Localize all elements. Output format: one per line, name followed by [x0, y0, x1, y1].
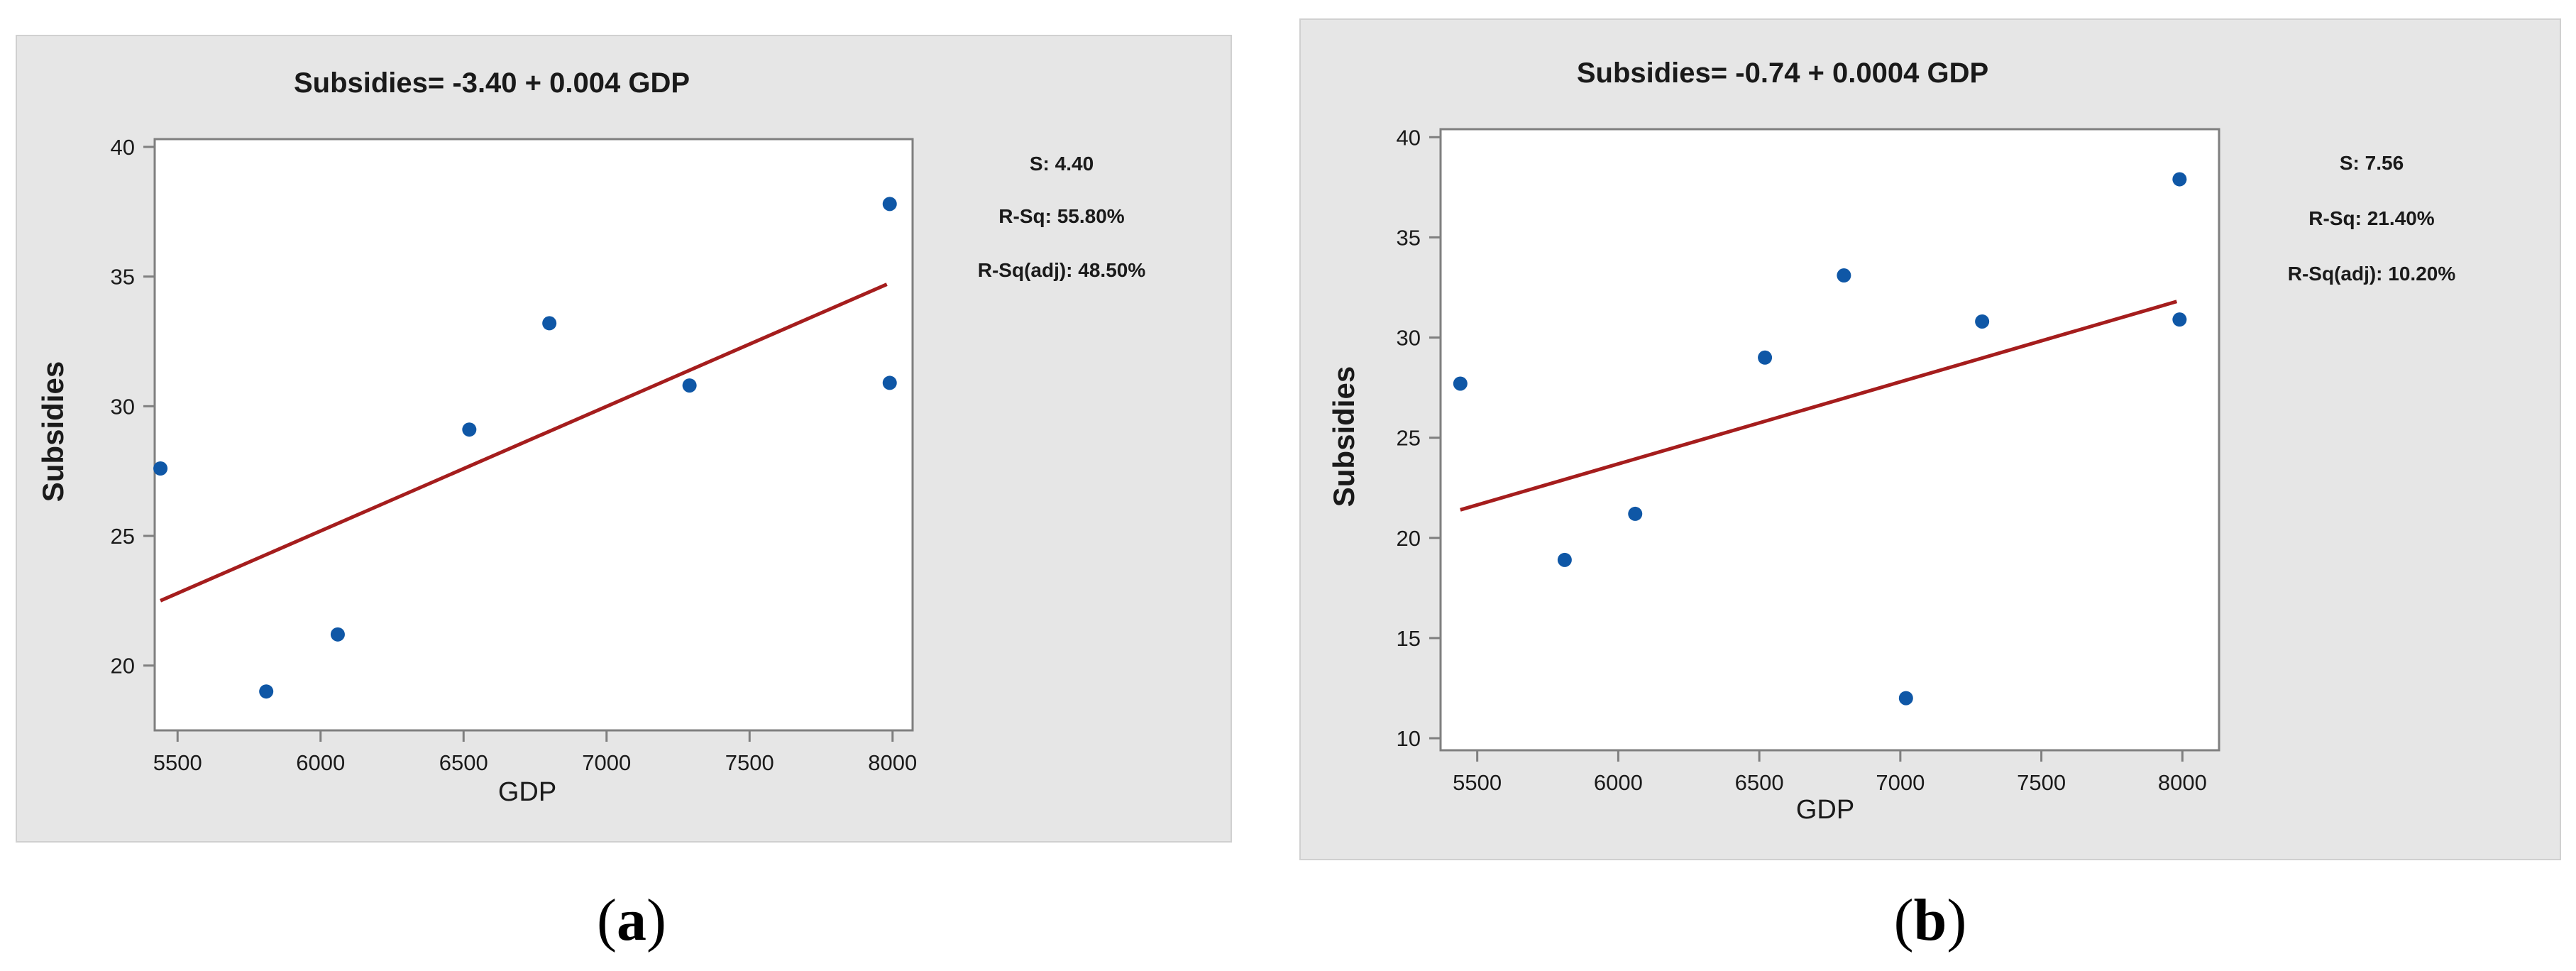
- data-point: [1975, 314, 1990, 329]
- data-point: [2172, 312, 2187, 327]
- x-tick-label: 6500: [439, 750, 488, 775]
- caption-b: (b): [1824, 886, 2037, 955]
- stat-label: R-Sq(adj): 10.20%: [2288, 263, 2456, 285]
- data-point: [1628, 506, 1643, 521]
- x-axis-label: GDP: [1796, 795, 1854, 825]
- y-tick-label: 10: [1397, 726, 1421, 751]
- y-tick-label: 25: [111, 524, 135, 549]
- x-tick-label: 6000: [1594, 770, 1643, 795]
- y-tick-label: 30: [111, 394, 135, 419]
- fit-line: [160, 282, 888, 603]
- plot-area: [153, 138, 914, 732]
- y-tick-label: 25: [1397, 426, 1421, 451]
- y-tick-label: 15: [1397, 626, 1421, 651]
- stat-label: S: 7.56: [2340, 152, 2404, 174]
- data-point: [1837, 268, 1851, 283]
- y-tick-label: 30: [1397, 326, 1421, 351]
- stat-label: S: 4.40: [1030, 153, 1094, 175]
- y-tick-label: 20: [111, 654, 135, 679]
- caption-b-letter: b: [1913, 887, 1947, 953]
- data-point: [2172, 172, 2187, 187]
- data-point: [1758, 350, 1773, 365]
- data-point: [259, 684, 274, 699]
- chart-title: Subsidies= -0.74 + 0.0004 GDP: [1577, 57, 1988, 89]
- x-tick-label: 6000: [296, 750, 345, 775]
- data-point: [1557, 552, 1572, 567]
- chart-panel-a: Subsidies= -3.40 + 0.004 GDP 20 25 30 35 40 55…: [16, 35, 1232, 843]
- chart-svg-a: Subsidies= -3.40 + 0.004 GDP 20 25 30 35 40 55…: [16, 35, 1232, 843]
- x-tick-label: 6500: [1735, 770, 1784, 795]
- y-axis-label: Subsidies: [36, 361, 70, 502]
- data-point: [462, 422, 477, 437]
- chart-title: Subsidies= -3.40 + 0.004 GDP: [294, 67, 690, 99]
- data-point: [882, 197, 897, 212]
- x-tick-label: 8000: [2158, 770, 2207, 795]
- data-point: [882, 375, 897, 390]
- y-axis-label: Subsidies: [1327, 366, 1360, 507]
- data-point: [542, 316, 557, 331]
- x-tick-label: 5500: [1453, 770, 1502, 795]
- x-tick-label: 7000: [582, 750, 631, 775]
- caption-a-letter: a: [617, 887, 646, 953]
- chart-svg-b: Subsidies= -0.74 + 0.0004 GDP 10 15 20 25 30 3…: [1299, 18, 2561, 860]
- caption-a-open: (: [597, 887, 617, 953]
- fit-line: [1460, 300, 2178, 512]
- caption-a-close: ): [646, 887, 666, 953]
- chart-panel-b: Subsidies= -0.74 + 0.0004 GDP 10 15 20 25 30 3…: [1299, 18, 2561, 860]
- x-axis-label: GDP: [498, 777, 556, 807]
- y-tick-label: 40: [111, 135, 135, 160]
- x-tick-label: 7500: [725, 750, 774, 775]
- x-tick-label: 7000: [1876, 770, 1925, 795]
- x-tick-label: 7500: [2017, 770, 2066, 795]
- plot-area: [1439, 128, 2220, 752]
- y-tick-label: 20: [1397, 526, 1421, 551]
- caption-a: (a): [525, 886, 738, 955]
- data-point: [1453, 376, 1468, 391]
- y-tick-label: 40: [1397, 125, 1421, 150]
- y-tick-label: 35: [111, 265, 135, 290]
- data-point: [153, 461, 168, 476]
- y-tick-label: 35: [1397, 225, 1421, 250]
- stat-label: R-Sq: 21.40%: [2308, 207, 2434, 229]
- x-tick-label: 8000: [868, 750, 917, 775]
- stat-label: R-Sq: 55.80%: [998, 205, 1124, 227]
- data-point: [1898, 691, 1913, 706]
- x-tick-label: 5500: [153, 750, 202, 775]
- stat-label: R-Sq(adj): 48.50%: [978, 259, 1146, 281]
- caption-b-open: (: [1893, 887, 1914, 953]
- data-point: [682, 378, 697, 393]
- caption-b-close: ): [1947, 887, 1967, 953]
- data-point: [330, 627, 345, 642]
